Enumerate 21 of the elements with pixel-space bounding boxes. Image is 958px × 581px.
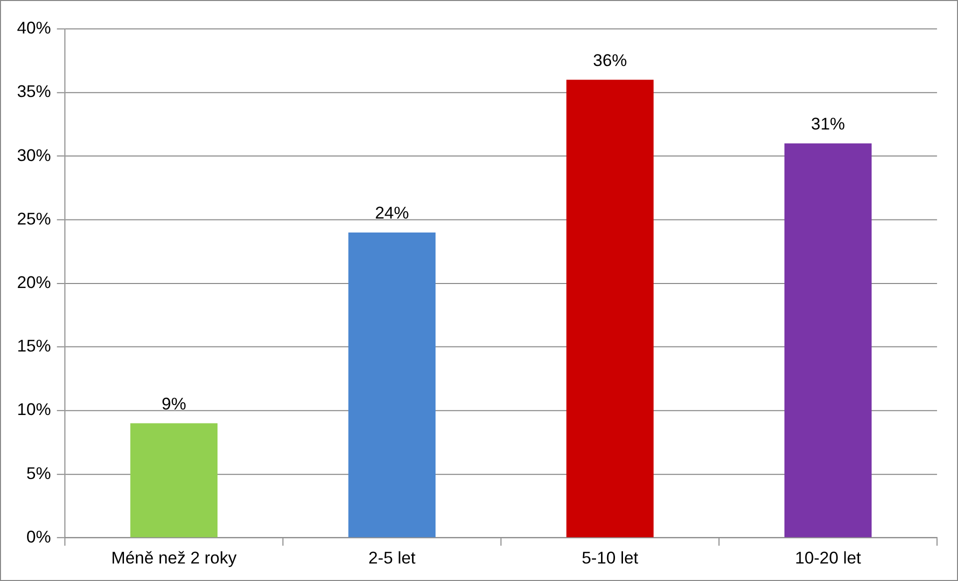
y-tick-label: 20%	[16, 273, 51, 292]
y-tick-label: 0%	[26, 527, 51, 546]
bar	[348, 232, 436, 538]
data-label: 31%	[811, 114, 845, 134]
x-tick-label: 2-5 let	[368, 548, 416, 568]
y-tick-label: 15%	[16, 336, 51, 356]
y-tick-label: 30%	[16, 146, 51, 165]
x-tick-label: Méně než 2 roky	[111, 548, 238, 568]
y-tick-label: 40%	[16, 18, 51, 38]
bar	[566, 80, 654, 538]
data-label: 24%	[374, 204, 409, 223]
bar	[784, 143, 872, 538]
bar	[130, 423, 218, 538]
y-tick-label: 35%	[16, 82, 51, 102]
x-tick-label: 5-10 let	[582, 548, 639, 568]
y-tick-label: 5%	[26, 464, 51, 483]
data-label: 36%	[593, 51, 627, 70]
data-label: 9%	[162, 394, 186, 414]
y-tick-label: 10%	[16, 400, 51, 420]
y-tick-label: 25%	[16, 209, 51, 228]
x-tick-label: 10-20 let	[795, 548, 862, 568]
